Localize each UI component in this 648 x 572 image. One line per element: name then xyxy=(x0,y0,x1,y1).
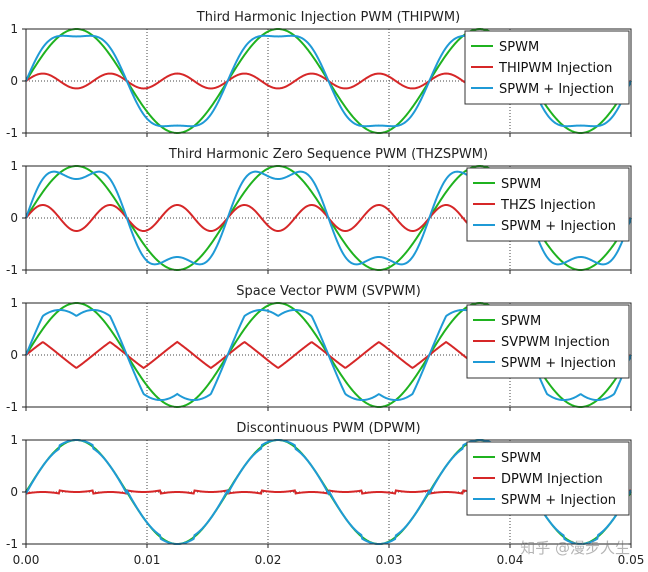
chart-title: Third Harmonic Zero Sequence PWM (THZSPW… xyxy=(168,147,488,162)
chart-panel-3: Space Vector PWM (SVPWM) 1 0 -1 SPWM SVPWM In… xyxy=(6,284,632,414)
x-tick-label: 0.01 xyxy=(134,553,161,567)
legend-label: THZS Injection xyxy=(500,198,596,213)
legend-label: SPWM xyxy=(499,40,539,55)
y-tick-label: 0 xyxy=(10,485,18,499)
y-tick-label: 0 xyxy=(10,348,18,362)
y-tick-label: -1 xyxy=(6,537,18,551)
legend: SPWM THIPWM Injection SPWM + Injection xyxy=(464,30,630,105)
y-tick-label: 0 xyxy=(10,74,18,88)
legend: SPWM DPWM Injection SPWM + Injection xyxy=(466,441,630,516)
y-tick-label: -1 xyxy=(6,126,18,140)
y-tick-label: -1 xyxy=(6,263,18,277)
legend-label: SPWM xyxy=(501,451,541,466)
legend-label: SPWM + Injection xyxy=(501,356,616,371)
x-tick-label: 0.03 xyxy=(376,553,403,567)
legend-label: SPWM + Injection xyxy=(501,493,616,508)
y-tick-label: 1 xyxy=(10,296,18,310)
y-tick-label: 1 xyxy=(10,433,18,447)
legend-label: SPWM xyxy=(501,177,541,192)
chart-panel-1: Third Harmonic Injection PWM (THIPWM) 1 0 -… xyxy=(6,10,632,140)
legend-label: SPWM xyxy=(501,314,541,329)
watermark: 知乎 @漫步人生 xyxy=(520,539,630,557)
chart-title: Third Harmonic Injection PWM (THIPWM) xyxy=(196,10,460,25)
legend-label: SPWM + Injection xyxy=(501,219,616,234)
legend: SPWM SVPWM Injection SPWM + Injection xyxy=(466,304,630,379)
chart-title: Space Vector PWM (SVPWM) xyxy=(236,284,421,299)
x-tick-label: 0.05 xyxy=(618,553,645,567)
y-tick-label: -1 xyxy=(6,400,18,414)
chart-title: Discontinuous PWM (DPWM) xyxy=(236,421,420,436)
x-tick-label: 0.00 xyxy=(13,553,40,567)
x-tick-label: 0.04 xyxy=(497,553,524,567)
y-tick-label: 0 xyxy=(10,211,18,225)
legend-label: SVPWM Injection xyxy=(501,335,610,350)
chart-panel-2: Third Harmonic Zero Sequence PWM (THZSPW… xyxy=(6,147,632,277)
legend-label: THIPWM Injection xyxy=(498,61,612,76)
chart-panel-4: Discontinuous PWM (DPWM) 1 0 -1 0.00 0.01 0.02… xyxy=(6,421,644,567)
y-tick-label: 1 xyxy=(10,159,18,173)
y-tick-label: 1 xyxy=(10,22,18,36)
x-tick-label: 0.02 xyxy=(255,553,282,567)
legend-label: SPWM + Injection xyxy=(499,82,614,97)
legend-label: DPWM Injection xyxy=(501,472,603,487)
legend: SPWM THZS Injection SPWM + Injection xyxy=(466,167,630,242)
